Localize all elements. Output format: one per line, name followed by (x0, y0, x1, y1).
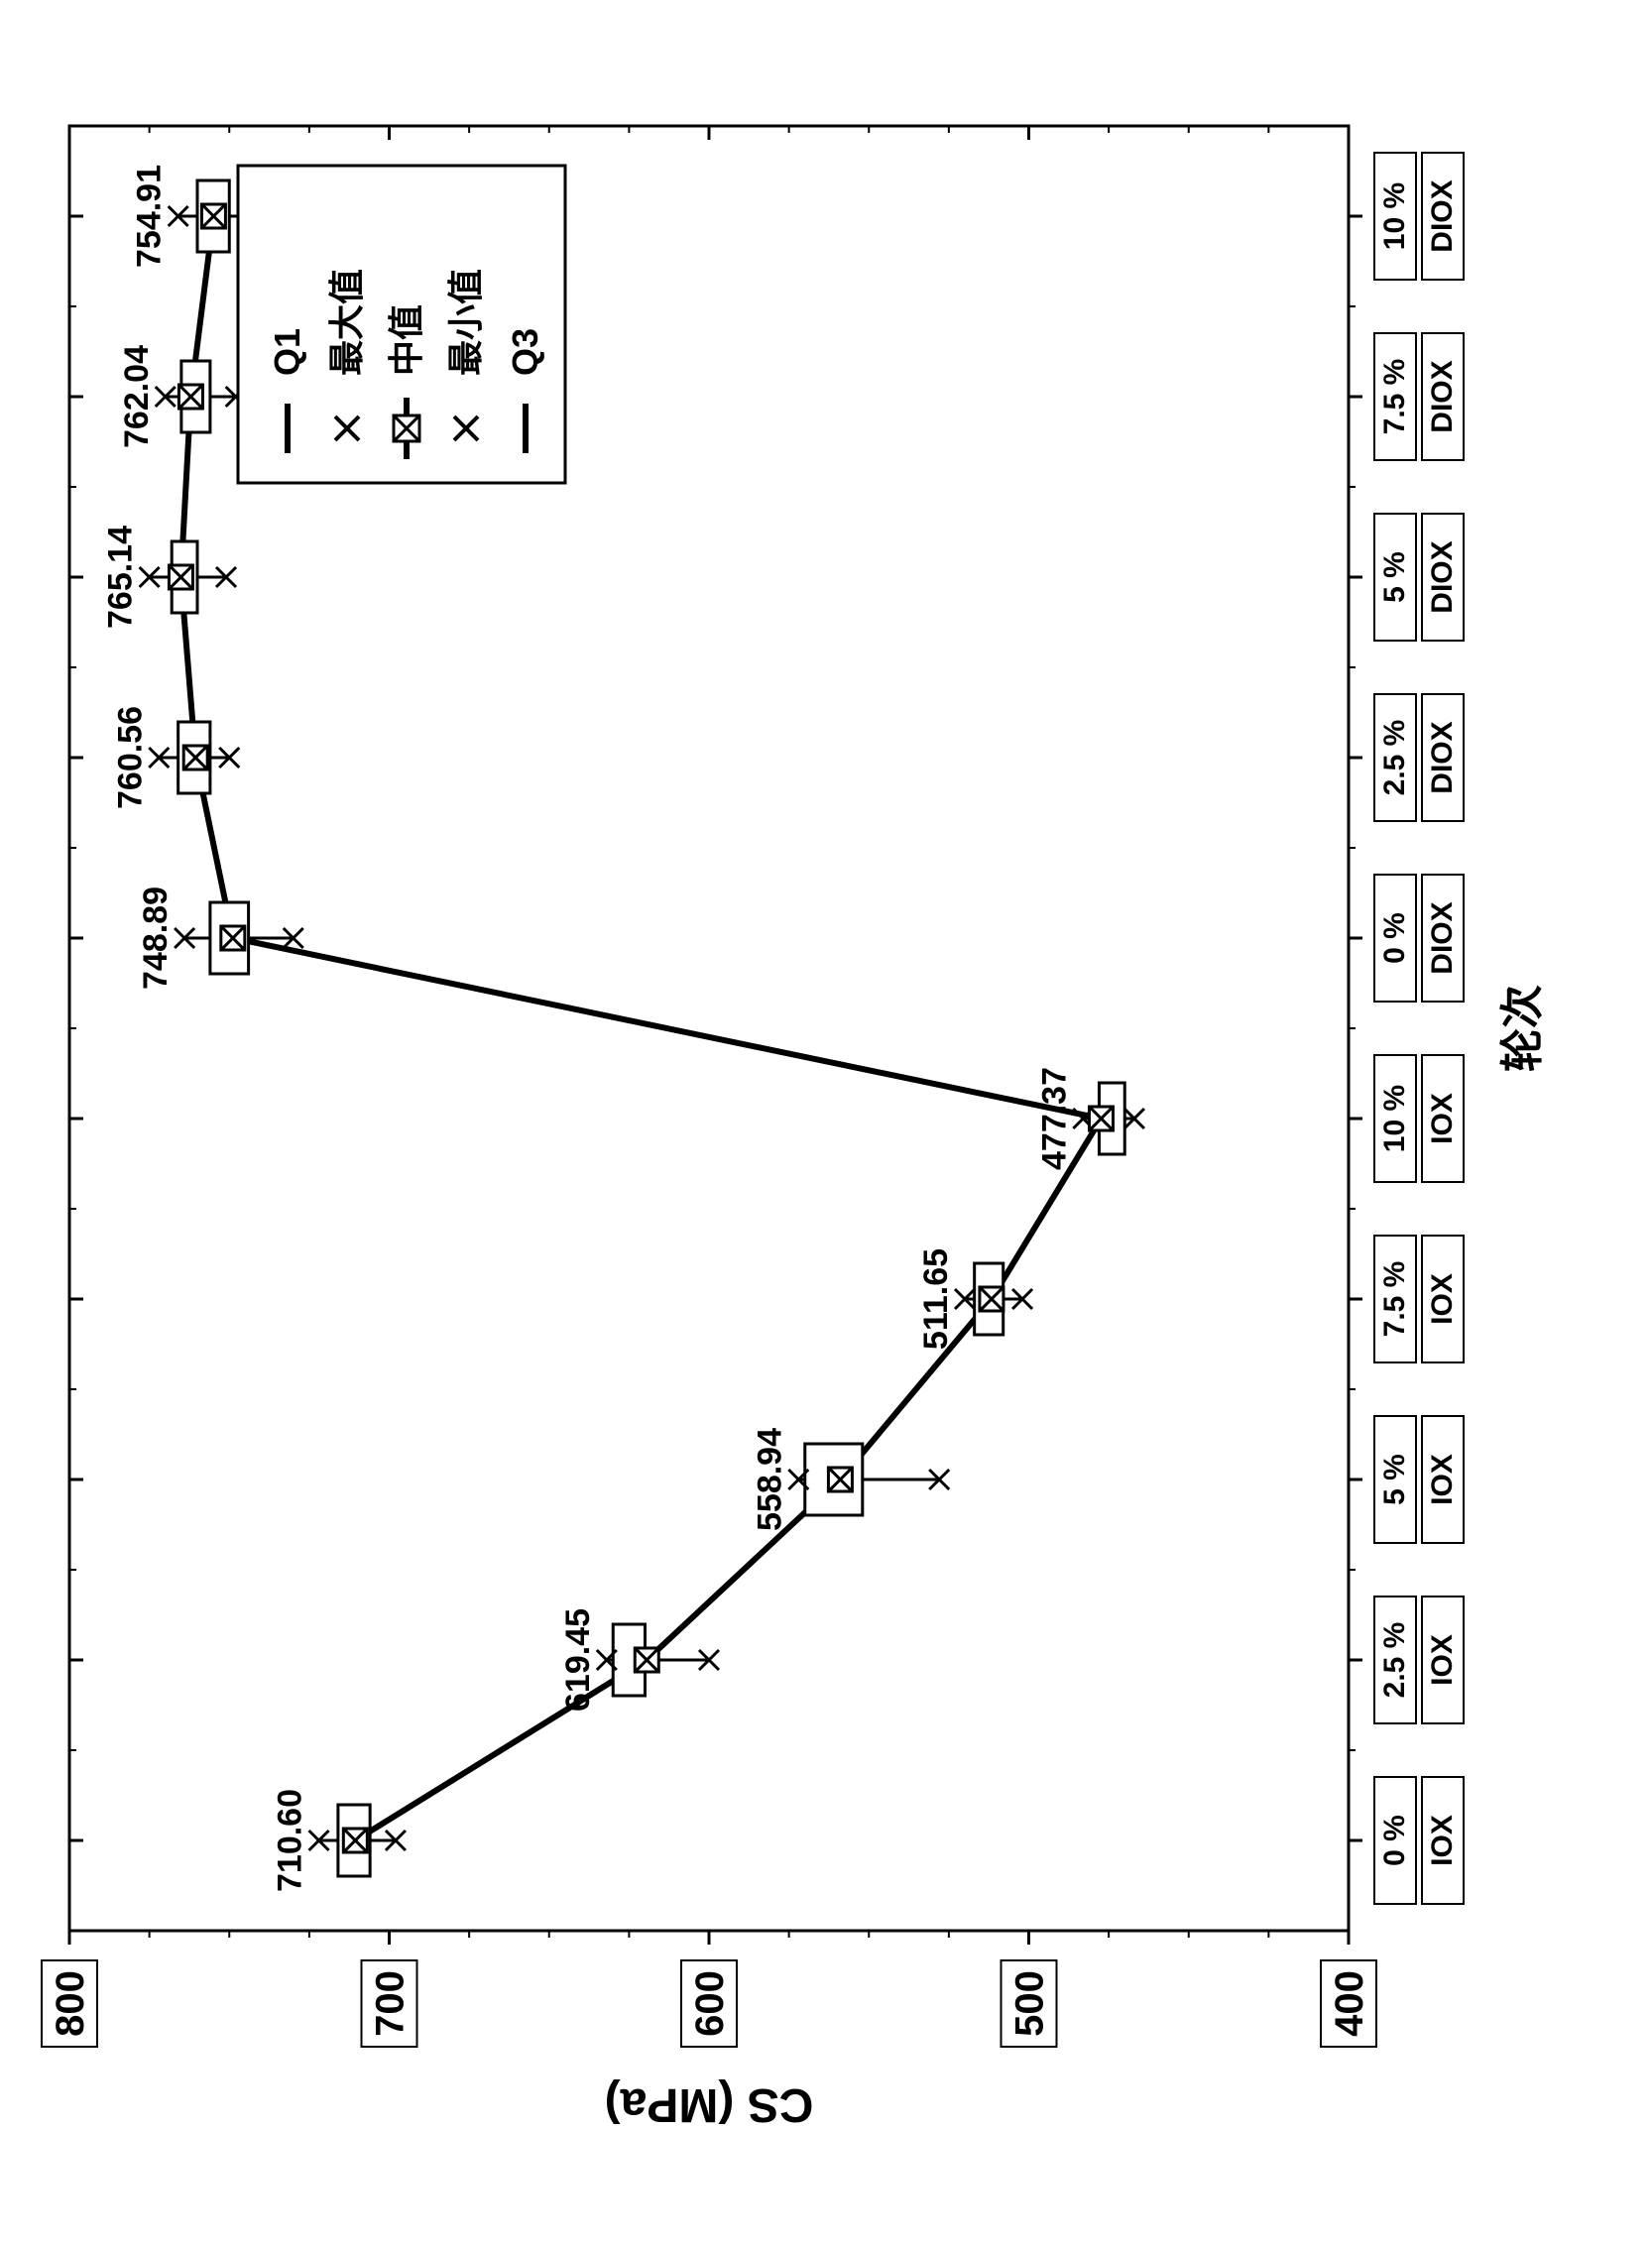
svg-text:IOX: IOX (1426, 1273, 1459, 1325)
svg-text:5 %: 5 % (1378, 1454, 1411, 1505)
page-container: 400 500 600 700 800 CS (MPa) 0 % IOX 2.5 % IOX 5 %… (0, 0, 1652, 2248)
svg-text:最小值: 最小值 (445, 269, 486, 376)
svg-text:Q1: Q1 (267, 328, 307, 376)
svg-text:IOX: IOX (1426, 1093, 1459, 1144)
svg-text:400: 400 (1328, 1970, 1371, 2037)
svg-text:10 %: 10 % (1378, 182, 1411, 250)
svg-text:600: 600 (688, 1970, 732, 2037)
svg-text:0 %: 0 % (1378, 1815, 1411, 1866)
svg-text:700: 700 (369, 1970, 413, 2037)
chart-svg: 400 500 600 700 800 CS (MPa) 0 % IOX 2.5 % IOX 5 %… (40, 86, 1606, 2149)
svg-text:IOX: IOX (1426, 1815, 1459, 1866)
svg-text:中值: 中值 (386, 304, 426, 376)
svg-text:IOX: IOX (1426, 1454, 1459, 1505)
svg-text:477.37: 477.37 (1035, 1067, 1073, 1170)
svg-text:762.04: 762.04 (118, 345, 156, 448)
svg-text:710.60: 710.60 (272, 1789, 309, 1892)
svg-text:800: 800 (49, 1970, 92, 2037)
svg-text:760.56: 760.56 (111, 706, 149, 809)
svg-text:500: 500 (1008, 1970, 1052, 2037)
svg-text:748.89: 748.89 (137, 887, 175, 990)
svg-text:IOX: IOX (1426, 1634, 1459, 1686)
svg-text:10 %: 10 % (1378, 1085, 1411, 1152)
svg-text:DIOX: DIOX (1426, 901, 1459, 974)
svg-text:754.91: 754.91 (131, 165, 169, 268)
svg-text:DIOX: DIOX (1426, 179, 1459, 252)
svg-text:0 %: 0 % (1378, 912, 1411, 964)
svg-text:DIOX: DIOX (1426, 721, 1459, 793)
svg-text:CS (MPa): CS (MPa) (605, 2078, 814, 2131)
svg-text:DIOX: DIOX (1426, 360, 1459, 432)
svg-text:558.94: 558.94 (751, 1428, 788, 1531)
svg-text:2.5 %: 2.5 % (1378, 720, 1411, 796)
svg-text:765.14: 765.14 (102, 526, 140, 629)
svg-text:619.45: 619.45 (559, 1608, 597, 1712)
svg-text:轮次: 轮次 (1498, 985, 1547, 1072)
svg-text:7.5 %: 7.5 % (1378, 1261, 1411, 1338)
rotation-wrapper: 400 500 600 700 800 CS (MPa) 0 % IOX 2.5 % IOX 5 %… (0, 0, 1652, 2248)
svg-text:DIOX: DIOX (1426, 540, 1459, 613)
svg-text:511.65: 511.65 (917, 1248, 955, 1350)
svg-text:5 %: 5 % (1378, 551, 1411, 603)
svg-text:最大值: 最大值 (326, 269, 367, 376)
svg-text:7.5 %: 7.5 % (1378, 359, 1411, 435)
chart: 400 500 600 700 800 CS (MPa) 0 % IOX 2.5 % IOX 5 %… (40, 86, 1606, 2149)
svg-text:2.5 %: 2.5 % (1378, 1622, 1411, 1699)
svg-text:Q3: Q3 (505, 328, 545, 376)
